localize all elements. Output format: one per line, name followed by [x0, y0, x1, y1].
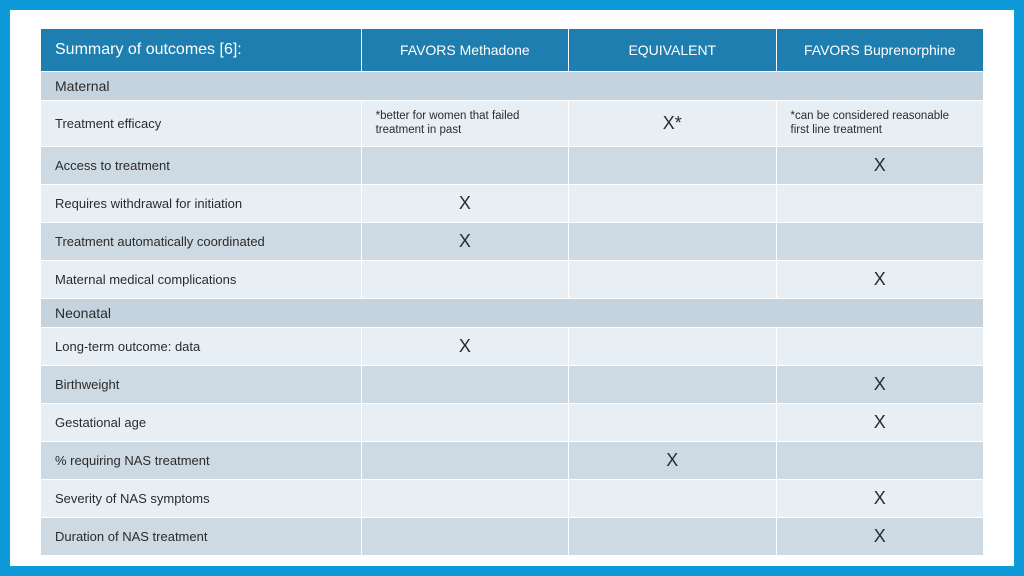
table-cell: [361, 365, 568, 403]
header-title: Summary of outcomes [6]:: [41, 29, 362, 72]
section-row: Maternal: [41, 72, 984, 101]
slide-stage: Summary of outcomes [6]: FAVORS Methadon…: [10, 10, 1014, 566]
table-cell: X: [776, 479, 983, 517]
table-cell: [776, 184, 983, 222]
table-row: Gestational age X: [41, 403, 984, 441]
row-label: Long-term outcome: data: [41, 327, 362, 365]
row-label: Access to treatment: [41, 146, 362, 184]
row-label: Requires withdrawal for initiation: [41, 184, 362, 222]
table-body: MaternalTreatment efficacy*better for wo…: [41, 72, 984, 556]
table-cell: [361, 479, 568, 517]
row-label: Gestational age: [41, 403, 362, 441]
x-mark: X: [459, 336, 471, 357]
section-label: Maternal: [41, 72, 984, 101]
table-cell: [361, 403, 568, 441]
table-cell: [569, 403, 776, 441]
table-cell: [569, 184, 776, 222]
table-row: Maternal medical complications X: [41, 260, 984, 298]
table-row: Requires withdrawal for initiation X: [41, 184, 984, 222]
table-cell: [776, 441, 983, 479]
x-mark: X: [874, 269, 886, 290]
row-label: Birthweight: [41, 365, 362, 403]
x-mark: X: [459, 231, 471, 252]
table-row: % requiring NAS treatment X: [41, 441, 984, 479]
table-row: Treatment automatically coordinated X: [41, 222, 984, 260]
table-cell: [569, 327, 776, 365]
table-row: Treatment efficacy*better for women that…: [41, 101, 984, 147]
table-cell: [776, 222, 983, 260]
table-cell: X: [776, 260, 983, 298]
header-buprenorphine: FAVORS Buprenorphine: [776, 29, 983, 72]
x-mark: X: [874, 412, 886, 433]
row-label: Severity of NAS symptoms: [41, 479, 362, 517]
table-cell: X: [776, 146, 983, 184]
row-label: % requiring NAS treatment: [41, 441, 362, 479]
row-label: Duration of NAS treatment: [41, 517, 362, 555]
header-equivalent: EQUIVALENT: [569, 29, 776, 72]
table-cell: [569, 146, 776, 184]
table-cell: [569, 479, 776, 517]
table-cell: *better for women that failed treatment …: [361, 101, 568, 147]
table-cell: X: [776, 403, 983, 441]
x-mark: X: [874, 488, 886, 509]
table-cell: X: [776, 517, 983, 555]
table-cell: [361, 517, 568, 555]
outcomes-table: Summary of outcomes [6]: FAVORS Methadon…: [40, 28, 984, 556]
x-mark: X: [874, 155, 886, 176]
table-cell: [569, 260, 776, 298]
table-row: Severity of NAS symptoms X: [41, 479, 984, 517]
table-cell: *can be considered reasonable first line…: [776, 101, 983, 147]
table-cell: [569, 365, 776, 403]
table-cell: [569, 222, 776, 260]
table-row: Duration of NAS treatment X: [41, 517, 984, 555]
table-cell: X: [361, 327, 568, 365]
table-header-row: Summary of outcomes [6]: FAVORS Methadon…: [41, 29, 984, 72]
table-cell: [361, 441, 568, 479]
x-mark: X: [874, 526, 886, 547]
x-mark: X: [666, 450, 678, 471]
section-label: Neonatal: [41, 298, 984, 327]
section-row: Neonatal: [41, 298, 984, 327]
header-methadone: FAVORS Methadone: [361, 29, 568, 72]
x-mark: X: [874, 374, 886, 395]
row-label: Treatment automatically coordinated: [41, 222, 362, 260]
table-cell: X: [569, 441, 776, 479]
table-cell: X*: [569, 101, 776, 147]
row-label: Maternal medical complications: [41, 260, 362, 298]
table-row: Long-term outcome: data X: [41, 327, 984, 365]
table-cell: X: [776, 365, 983, 403]
table-cell: X: [361, 222, 568, 260]
table-row: Access to treatment X: [41, 146, 984, 184]
table-cell: [776, 327, 983, 365]
table-cell: [361, 146, 568, 184]
table-cell: X: [361, 184, 568, 222]
table-cell: [361, 260, 568, 298]
table-cell: [569, 517, 776, 555]
x-mark: X: [459, 193, 471, 214]
row-label: Treatment efficacy: [41, 101, 362, 147]
x-mark: X*: [663, 113, 682, 134]
table-row: Birthweight X: [41, 365, 984, 403]
